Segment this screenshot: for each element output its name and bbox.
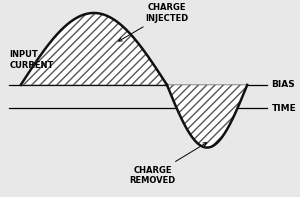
Text: CHARGE
INJECTED: CHARGE INJECTED — [119, 3, 189, 41]
Text: CHARGE
REMOVED: CHARGE REMOVED — [130, 143, 207, 185]
Polygon shape — [21, 13, 167, 85]
Polygon shape — [167, 85, 247, 148]
Text: INPUT
CURRENT: INPUT CURRENT — [9, 50, 54, 70]
Text: TIME: TIME — [272, 104, 296, 113]
Text: BIAS: BIAS — [272, 80, 295, 89]
